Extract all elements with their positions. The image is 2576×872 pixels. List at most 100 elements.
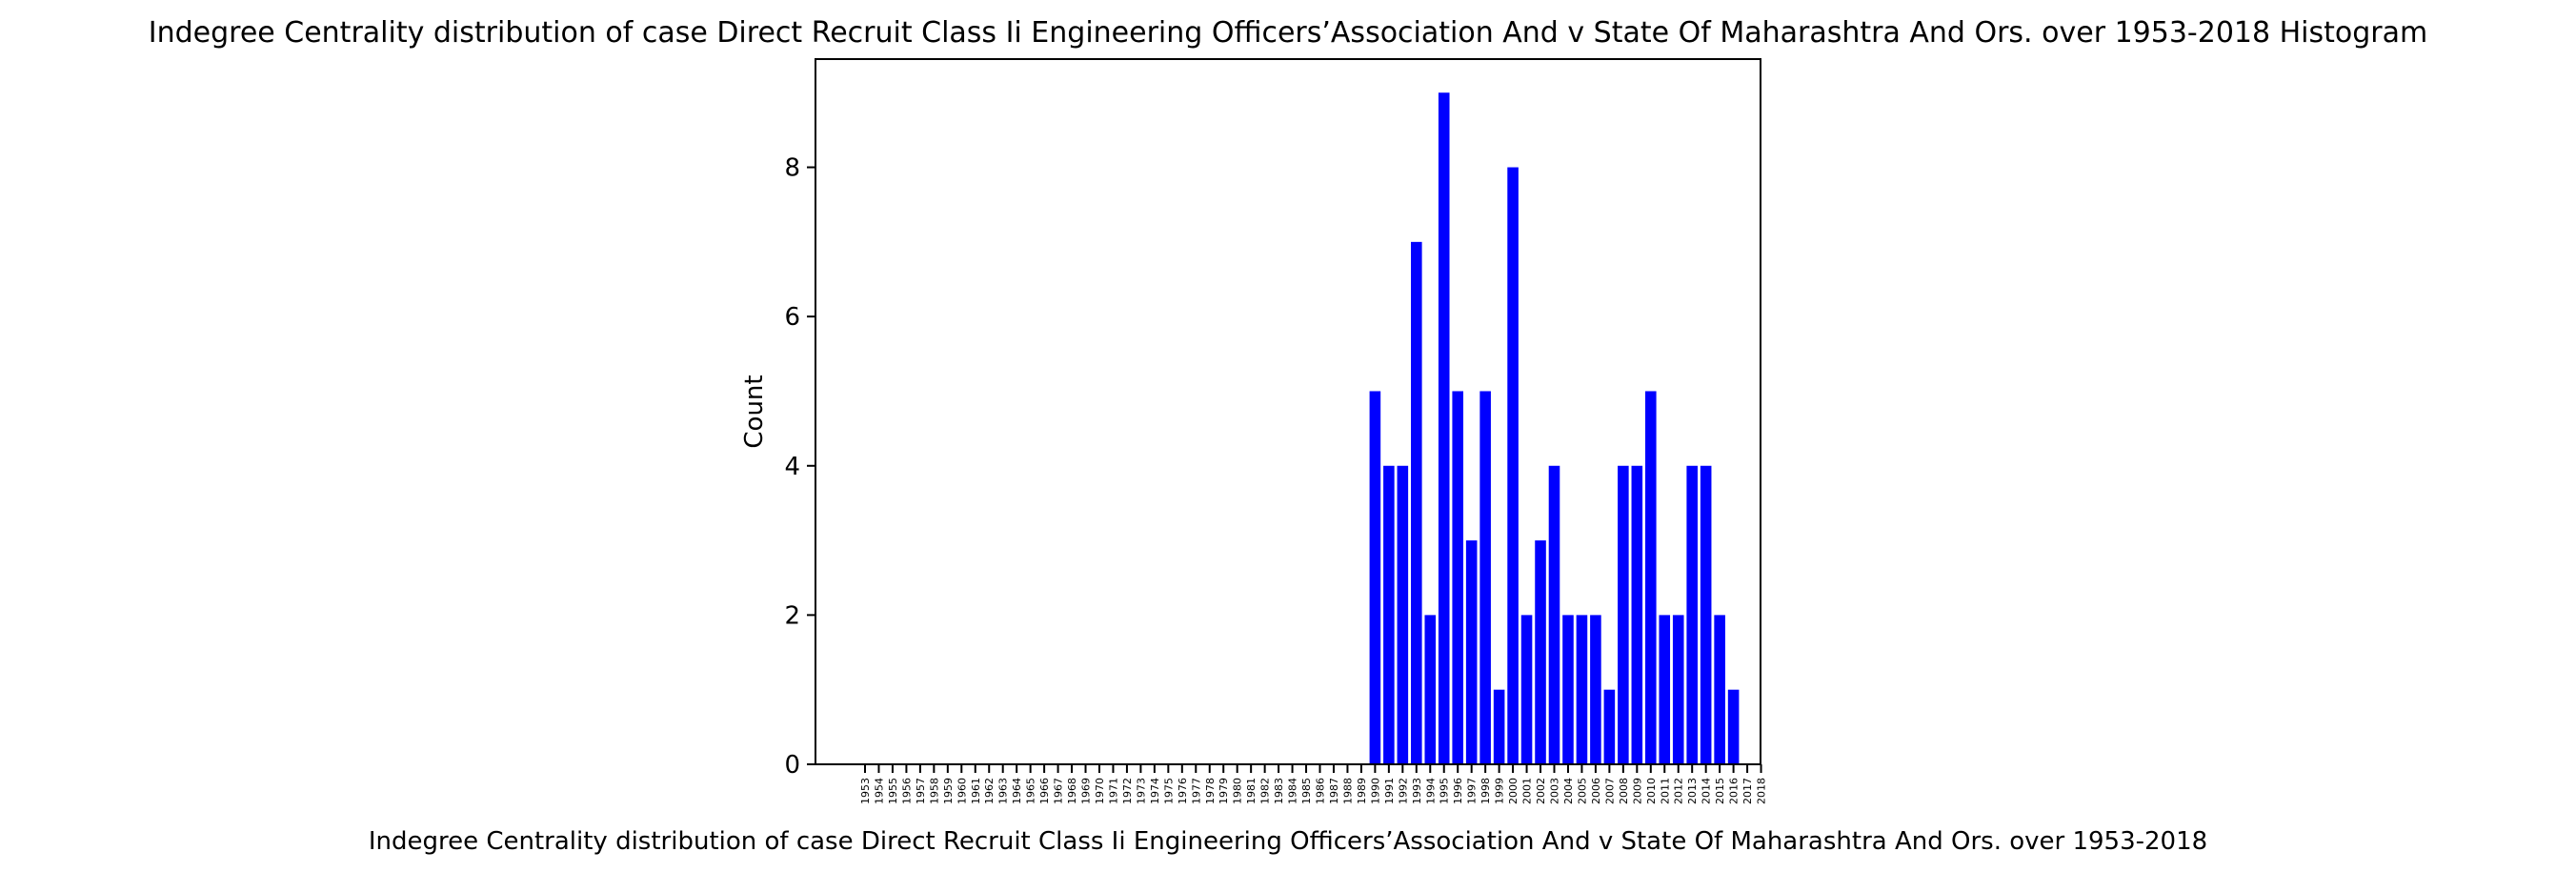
bar-2003 <box>1548 465 1560 764</box>
x-tick-label-2017: 2017 <box>1741 778 1754 804</box>
y-axis: 0 2 4 6 8 <box>784 154 815 780</box>
bar-1995 <box>1438 92 1450 765</box>
x-tick-label-1958: 1958 <box>928 778 940 804</box>
bar-1991 <box>1383 465 1395 764</box>
x-tick-label-1956: 1956 <box>900 778 913 804</box>
bar-1996 <box>1452 391 1463 764</box>
x-tick-label-1994: 1994 <box>1424 778 1437 804</box>
bar-2004 <box>1562 615 1574 764</box>
x-tick-label-2011: 2011 <box>1659 778 1671 804</box>
x-tick-label-1989: 1989 <box>1356 778 1368 804</box>
bar-2013 <box>1686 465 1698 764</box>
x-tick-label-1955: 1955 <box>887 778 899 804</box>
x-tick-label-2003: 2003 <box>1549 778 1561 804</box>
x-tick-label-1967: 1967 <box>1053 778 1065 804</box>
x-tick-label-1984: 1984 <box>1287 778 1299 804</box>
bar-2007 <box>1603 689 1616 764</box>
x-tick-label-1973: 1973 <box>1135 778 1147 804</box>
x-tick-label-1969: 1969 <box>1080 778 1093 804</box>
x-tick-label-2002: 2002 <box>1535 778 1547 804</box>
bar-1990 <box>1369 391 1381 764</box>
x-tick-label-1978: 1978 <box>1204 778 1217 804</box>
bar-1994 <box>1424 615 1437 764</box>
x-tick-label-1974: 1974 <box>1149 778 1161 804</box>
x-tick-label-2006: 2006 <box>1590 778 1602 804</box>
y-tick-label-2: 2 <box>784 601 800 630</box>
bar-2002 <box>1535 540 1546 764</box>
x-tick-label-2018: 2018 <box>1756 778 1768 804</box>
x-tick-label-1995: 1995 <box>1439 778 1451 804</box>
bar-1997 <box>1465 540 1478 764</box>
x-tick-label-1980: 1980 <box>1232 778 1244 804</box>
y-tick-label-4: 4 <box>784 453 800 481</box>
x-tick-label-1983: 1983 <box>1273 778 1285 804</box>
x-tick-label-2015: 2015 <box>1714 778 1726 804</box>
bar-2009 <box>1631 465 1643 764</box>
bar-2000 <box>1507 167 1519 765</box>
x-tick-label-1971: 1971 <box>1107 778 1119 804</box>
x-tick-label-2016: 2016 <box>1728 778 1741 804</box>
bar-1998 <box>1479 391 1491 764</box>
x-tick-label-1993: 1993 <box>1411 778 1423 804</box>
x-tick-label-2005: 2005 <box>1576 778 1588 804</box>
bar-2008 <box>1618 465 1629 764</box>
x-tick-label-1996: 1996 <box>1452 778 1464 804</box>
x-tick-label-1966: 1966 <box>1038 778 1051 804</box>
y-axis-label: Count <box>740 375 769 448</box>
x-tick-label-2010: 2010 <box>1645 778 1658 804</box>
x-tick-label-2004: 2004 <box>1562 778 1575 804</box>
x-tick-label-1975: 1975 <box>1162 778 1175 804</box>
bar-2006 <box>1590 615 1601 764</box>
x-tick-label-2001: 2001 <box>1521 778 1534 804</box>
bar-1993 <box>1411 241 1422 765</box>
x-tick-label-1963: 1963 <box>997 778 1010 804</box>
chart-title: Indegree Centrality distribution of case… <box>149 16 2428 50</box>
x-tick-label-1977: 1977 <box>1190 778 1202 804</box>
x-tick-label-1960: 1960 <box>956 778 968 804</box>
x-tick-label-1982: 1982 <box>1259 778 1272 804</box>
bar-1999 <box>1493 689 1505 764</box>
bar-2001 <box>1520 615 1533 764</box>
x-axis-label: Indegree Centrality distribution of case… <box>369 827 2207 856</box>
bar-2015 <box>1714 615 1725 764</box>
x-tick-label-2014: 2014 <box>1701 778 1713 804</box>
x-tick-label-2000: 2000 <box>1507 778 1519 804</box>
x-tick-label-1987: 1987 <box>1328 778 1340 804</box>
x-tick-label-1985: 1985 <box>1300 778 1313 804</box>
y-tick-label-8: 8 <box>784 154 800 183</box>
x-tick-label-1998: 1998 <box>1479 778 1492 804</box>
x-tick-label-1961: 1961 <box>970 778 982 804</box>
bar-2011 <box>1659 615 1671 764</box>
plot-frame <box>815 58 1761 765</box>
x-tick-label-1959: 1959 <box>942 778 955 804</box>
x-tick-label-2012: 2012 <box>1673 778 1685 804</box>
x-tick-label-1976: 1976 <box>1177 778 1189 804</box>
x-tick-label-2007: 2007 <box>1603 778 1616 804</box>
bar-2014 <box>1700 465 1712 764</box>
x-tick-label-1970: 1970 <box>1094 778 1106 804</box>
x-tick-label-1988: 1988 <box>1341 778 1354 804</box>
x-tick-label-1962: 1962 <box>983 778 996 804</box>
x-tick-label-1981: 1981 <box>1245 778 1258 804</box>
x-tick-label-1954: 1954 <box>873 778 885 804</box>
x-tick-label-2008: 2008 <box>1618 778 1630 804</box>
x-tick-label-2009: 2009 <box>1631 778 1643 804</box>
x-tick-label-1986: 1986 <box>1315 778 1327 804</box>
y-tick-label-6: 6 <box>784 303 800 332</box>
x-axis: 1953 1954 1955 1956 1957 1958 1959 1960 1961 1962… <box>859 764 1768 804</box>
bar-2005 <box>1576 615 1588 764</box>
bar-1992 <box>1397 465 1409 764</box>
x-tick-label-1965: 1965 <box>1025 778 1037 804</box>
x-tick-label-2013: 2013 <box>1686 778 1699 804</box>
x-tick-label-1968: 1968 <box>1066 778 1078 804</box>
x-tick-label-1972: 1972 <box>1121 778 1134 804</box>
y-tick-label-0: 0 <box>784 751 800 780</box>
x-tick-label-1964: 1964 <box>1011 778 1023 804</box>
x-tick-label-1979: 1979 <box>1218 778 1230 804</box>
bar-2012 <box>1672 615 1684 764</box>
bars-group <box>1369 92 1740 765</box>
x-tick-label-1990: 1990 <box>1369 778 1381 804</box>
x-tick-label-1957: 1957 <box>915 778 927 804</box>
x-tick-label-1999: 1999 <box>1494 778 1506 804</box>
